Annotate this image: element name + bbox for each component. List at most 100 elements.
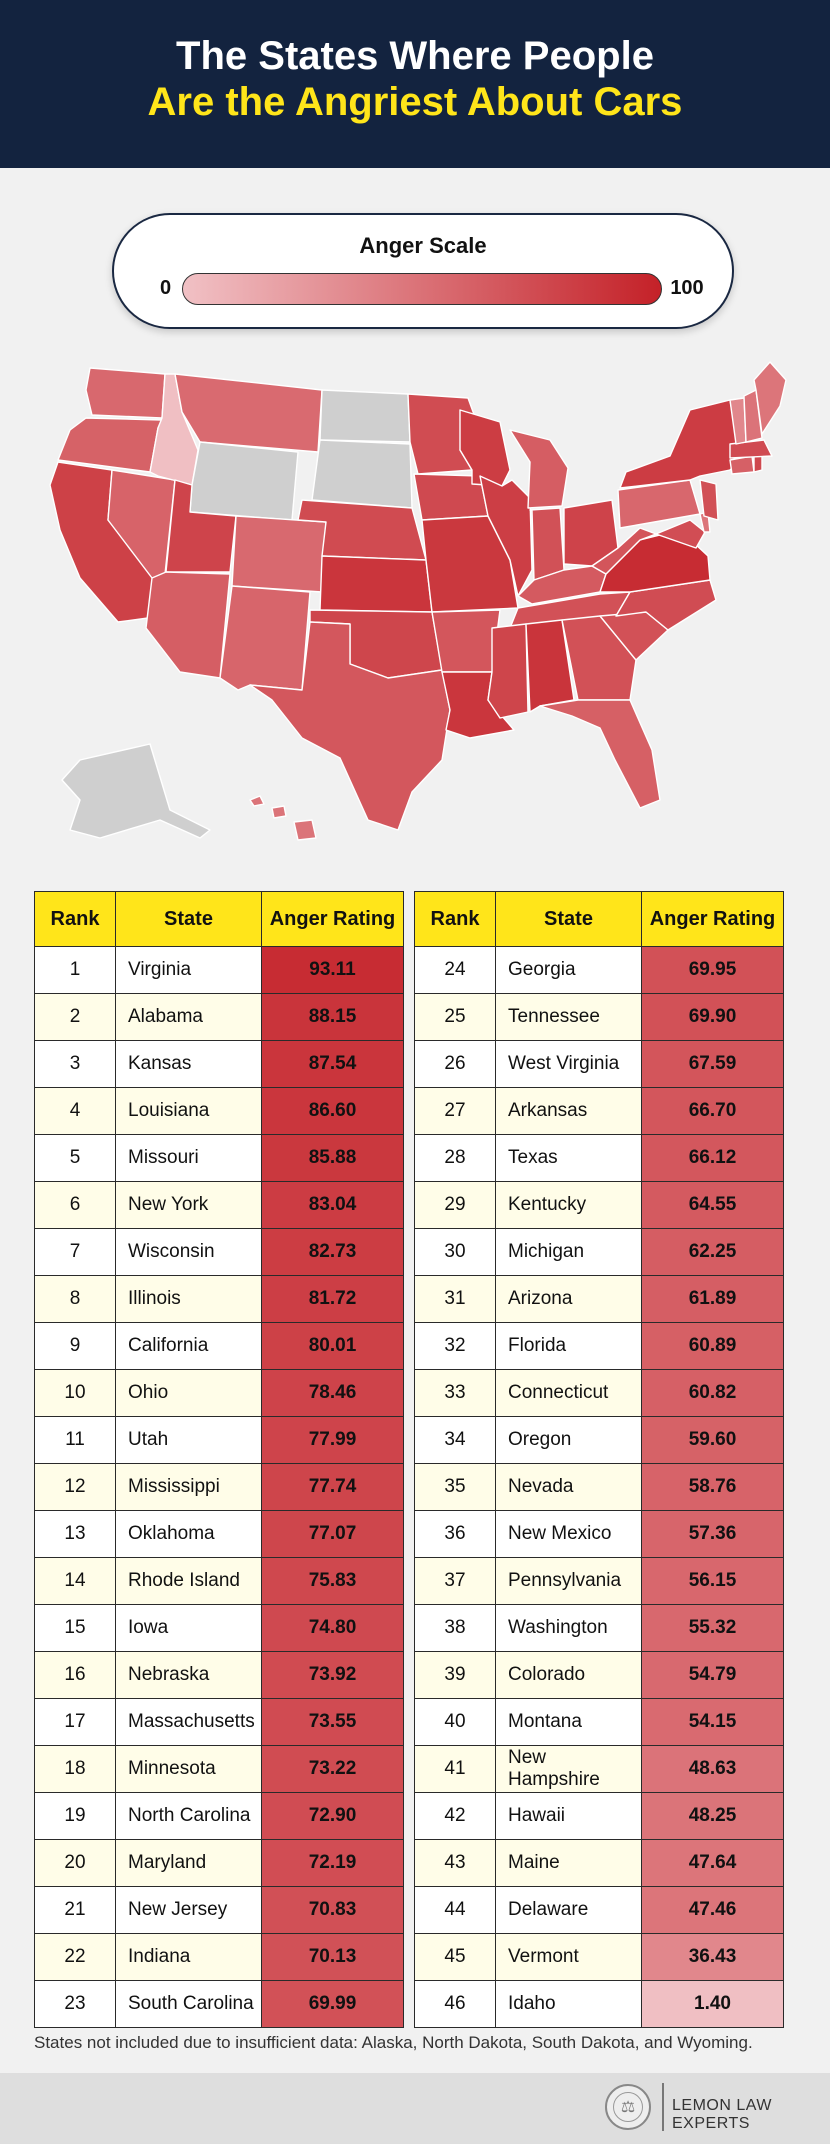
rank-cell: 14	[34, 1557, 116, 1605]
state-cell: New Hampshire	[495, 1745, 642, 1793]
table-row: 39 Colorado 54.79	[414, 1651, 784, 1699]
state-cell: Michigan	[495, 1228, 642, 1276]
anger-rating-cell: 82.73	[261, 1228, 404, 1276]
table-row: 18 Minnesota 73.22	[34, 1745, 404, 1793]
table-row: 43 Maine 47.64	[414, 1839, 784, 1887]
state-cell: Oregon	[495, 1416, 642, 1464]
anger-rating-cell: 64.55	[641, 1181, 784, 1229]
anger-rating-cell: 69.90	[641, 993, 784, 1041]
table-row: 23 South Carolina 69.99	[34, 1980, 404, 2028]
anger-rating-cell: 72.19	[261, 1839, 404, 1887]
anger-rating-cell: 67.59	[641, 1040, 784, 1088]
state-cell: New Mexico	[495, 1510, 642, 1558]
table-row: 22 Indiana 70.13	[34, 1933, 404, 1981]
rank-cell: 11	[34, 1416, 116, 1464]
rank-cell: 41	[414, 1745, 496, 1793]
rank-cell: 15	[34, 1604, 116, 1652]
table-row: 13 Oklahoma 77.07	[34, 1510, 404, 1558]
title-line-1: The States Where People	[176, 34, 654, 78]
map-state-wyoming	[189, 441, 299, 521]
rank-cell: 22	[34, 1933, 116, 1981]
anger-rating-cell: 88.15	[261, 993, 404, 1041]
table-row: 5 Missouri 85.88	[34, 1134, 404, 1182]
rank-cell: 37	[414, 1557, 496, 1605]
anger-rating-cell: 73.22	[261, 1745, 404, 1793]
anger-rating-cell: 70.13	[261, 1933, 404, 1981]
rank-cell: 4	[34, 1087, 116, 1135]
state-cell: Pennsylvania	[495, 1557, 642, 1605]
state-cell: Alabama	[115, 993, 262, 1041]
ranking-table-right: Rank State Anger Rating 24 Georgia 69.95 25…	[414, 891, 784, 2028]
table-row: 9 California 80.01	[34, 1322, 404, 1370]
state-cell: Missouri	[115, 1134, 262, 1182]
anger-rating-cell: 75.83	[261, 1557, 404, 1605]
state-cell: Arizona	[495, 1275, 642, 1323]
table-row: 12 Mississippi 77.74	[34, 1463, 404, 1511]
header-rank: Rank	[34, 891, 116, 947]
table-row: 20 Maryland 72.19	[34, 1839, 404, 1887]
header-state: State	[495, 891, 642, 947]
rank-cell: 12	[34, 1463, 116, 1511]
table-row: 17 Massachusetts 73.55	[34, 1698, 404, 1746]
rank-cell: 35	[414, 1463, 496, 1511]
table-row: 34 Oregon 59.60	[414, 1416, 784, 1464]
anger-rating-cell: 56.15	[641, 1557, 784, 1605]
state-cell: Kansas	[115, 1040, 262, 1088]
anger-rating-cell: 55.32	[641, 1604, 784, 1652]
table-row: 10 Ohio 78.46	[34, 1369, 404, 1417]
footer-divider	[662, 2083, 664, 2131]
rank-cell: 23	[34, 1980, 116, 2028]
header-banner: The States Where People Are the Angriest…	[0, 0, 830, 168]
map-state-alaska	[61, 743, 211, 839]
state-cell: Washington	[495, 1604, 642, 1652]
anger-rating-cell: 93.11	[261, 946, 404, 994]
map-state-massachusetts	[729, 439, 773, 459]
anger-rating-cell: 66.70	[641, 1087, 784, 1135]
anger-rating-cell: 77.74	[261, 1463, 404, 1511]
state-cell: Texas	[495, 1134, 642, 1182]
footer-bar	[0, 2073, 830, 2144]
state-cell: Idaho	[495, 1980, 642, 2028]
state-cell: Utah	[115, 1416, 262, 1464]
rank-cell: 13	[34, 1510, 116, 1558]
anger-scale-legend: Anger Scale 0 100	[112, 213, 734, 329]
anger-rating-cell: 58.76	[641, 1463, 784, 1511]
map-state-kansas	[319, 555, 433, 613]
anger-rating-cell: 1.40	[641, 1980, 784, 2028]
rank-cell: 44	[414, 1886, 496, 1934]
rank-cell: 25	[414, 993, 496, 1041]
map-state-new-york	[619, 399, 741, 489]
table-row: 35 Nevada 58.76	[414, 1463, 784, 1511]
state-cell: Iowa	[115, 1604, 262, 1652]
state-cell: Louisiana	[115, 1087, 262, 1135]
state-cell: Georgia	[495, 946, 642, 994]
rank-cell: 3	[34, 1040, 116, 1088]
rank-cell: 10	[34, 1369, 116, 1417]
anger-rating-cell: 81.72	[261, 1275, 404, 1323]
state-cell: South Carolina	[115, 1980, 262, 2028]
table-row: 25 Tennessee 69.90	[414, 993, 784, 1041]
state-cell: Colorado	[495, 1651, 642, 1699]
map-state-wisconsin	[459, 409, 511, 487]
rank-cell: 42	[414, 1792, 496, 1840]
anger-rating-cell: 36.43	[641, 1933, 784, 1981]
state-cell: Delaware	[495, 1886, 642, 1934]
table-row: 24 Georgia 69.95	[414, 946, 784, 994]
anger-rating-cell: 77.99	[261, 1416, 404, 1464]
anger-rating-cell: 60.82	[641, 1369, 784, 1417]
rank-cell: 9	[34, 1322, 116, 1370]
state-cell: Connecticut	[495, 1369, 642, 1417]
anger-scale-title: Anger Scale	[359, 233, 487, 258]
table-row: 21 New Jersey 70.83	[34, 1886, 404, 1934]
map-state-south-dakota	[311, 439, 413, 509]
anger-rating-cell: 70.83	[261, 1886, 404, 1934]
rank-cell: 1	[34, 946, 116, 994]
rank-cell: 16	[34, 1651, 116, 1699]
rank-cell: 19	[34, 1792, 116, 1840]
rank-cell: 17	[34, 1698, 116, 1746]
anger-rating-cell: 47.46	[641, 1886, 784, 1934]
table-row: 11 Utah 77.99	[34, 1416, 404, 1464]
state-cell: Massachusetts	[115, 1698, 262, 1746]
rank-cell: 28	[414, 1134, 496, 1182]
state-cell: Nevada	[495, 1463, 642, 1511]
